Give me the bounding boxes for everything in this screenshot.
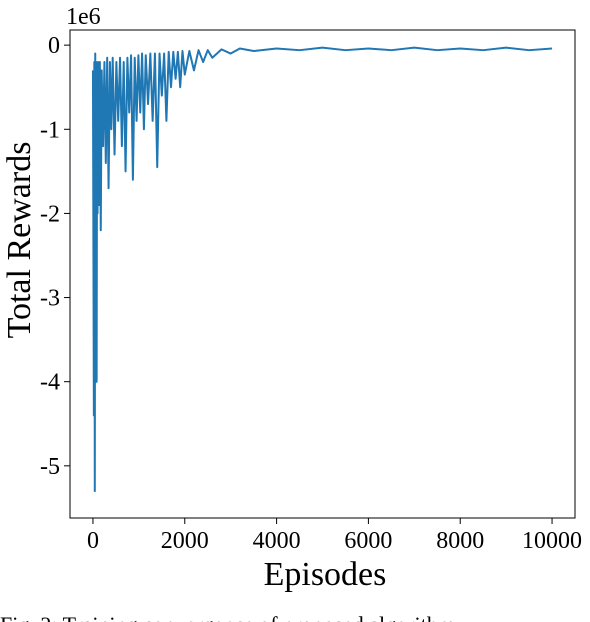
y-tick-label: -4: [40, 370, 60, 396]
x-tick-label: 0: [87, 528, 99, 554]
plot-frame: [69, 29, 576, 519]
y-tick-label: -2: [40, 201, 60, 227]
x-axis-title: Episodes: [264, 556, 387, 593]
y-tick-label: -3: [40, 286, 60, 312]
y-offset-label: 1e6: [66, 4, 101, 30]
y-tick-label: -5: [40, 454, 60, 480]
caption: Fig. 2: Training convergence of proposed…: [0, 612, 455, 622]
x-tick-label: 2000: [161, 528, 209, 554]
y-tick-label: 0: [48, 33, 60, 59]
x-tick-label: 6000: [344, 528, 392, 554]
x-tick-label: 10000: [522, 528, 582, 554]
line: [91, 46, 553, 493]
y-tick-label: -1: [40, 117, 60, 143]
x-tick-label: 4000: [253, 528, 301, 554]
y-axis-title: Total Rewards: [1, 142, 38, 339]
x-tick-label: 8000: [436, 528, 484, 554]
